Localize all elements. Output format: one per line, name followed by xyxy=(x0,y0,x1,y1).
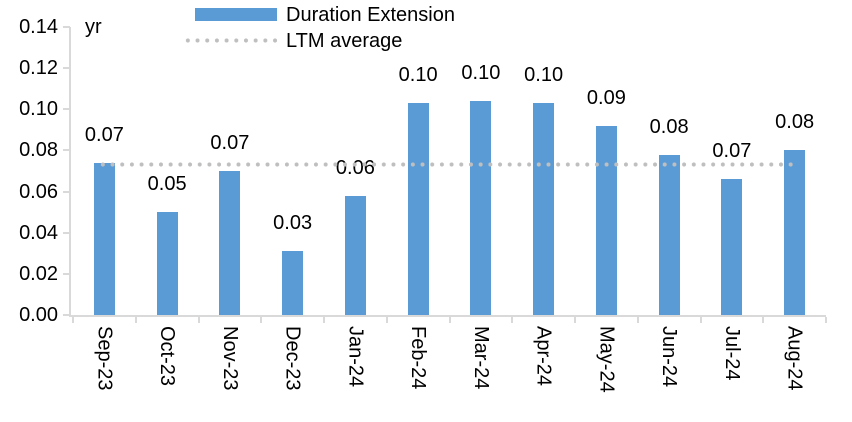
x-tick-mark xyxy=(448,317,451,323)
bar xyxy=(407,103,429,315)
x-category-label: Oct-23 xyxy=(156,326,179,387)
bar xyxy=(282,251,304,315)
y-tick-mark xyxy=(63,231,70,234)
bar-value-label: 0.08 xyxy=(775,111,815,134)
x-axis-line xyxy=(69,315,826,317)
x-tick-mark xyxy=(385,317,388,323)
bar xyxy=(219,171,241,315)
x-category-label: Aug-24 xyxy=(783,326,806,391)
y-tick-label: 0.00 xyxy=(19,304,58,326)
y-tick-mark xyxy=(63,314,70,316)
y-tick-mark xyxy=(63,108,70,111)
bar xyxy=(470,101,492,315)
ltm-average-line xyxy=(98,162,797,168)
x-tick-mark xyxy=(699,317,702,323)
bar xyxy=(93,162,115,315)
y-axis-unit-label: yr xyxy=(85,16,102,38)
y-tick-label: 0.12 xyxy=(19,57,58,80)
x-category-label: Feb-24 xyxy=(407,326,430,390)
x-category-label: Mar-24 xyxy=(469,326,492,390)
y-tick-label: 0.02 xyxy=(19,262,58,285)
bar-value-label: 0.09 xyxy=(586,86,626,109)
bar-value-label: 0.08 xyxy=(649,115,689,138)
x-tick-mark xyxy=(825,317,827,323)
bar xyxy=(784,150,806,315)
bar-value-label: 0.10 xyxy=(398,64,438,87)
y-tick-label: 0.08 xyxy=(19,139,58,162)
y-tick-label: 0.04 xyxy=(19,221,58,244)
x-category-label: Dec-23 xyxy=(281,326,304,391)
bar-value-label: 0.06 xyxy=(335,156,375,179)
bar xyxy=(721,179,743,315)
x-tick-mark xyxy=(260,317,263,323)
y-tick-label: 0.10 xyxy=(19,98,58,121)
legend-bar-swatch xyxy=(195,8,277,21)
legend-label-ltm-average: LTM average xyxy=(286,30,403,52)
x-category-label: Jul-24 xyxy=(720,326,743,381)
x-tick-mark xyxy=(134,317,137,323)
legend-label-duration-extension: Duration Extension xyxy=(286,4,455,26)
x-category-label: Jun-24 xyxy=(658,326,681,388)
x-category-label: Sep-23 xyxy=(93,326,116,391)
y-tick-mark xyxy=(63,190,70,193)
x-tick-mark xyxy=(197,317,200,323)
bar-value-label: 0.07 xyxy=(712,140,752,163)
bar xyxy=(344,195,366,315)
bar-value-label: 0.07 xyxy=(84,123,124,146)
bar-value-label: 0.05 xyxy=(147,173,187,196)
y-tick-mark xyxy=(63,149,70,152)
x-tick-mark xyxy=(636,317,639,323)
x-category-label: May-24 xyxy=(595,326,618,393)
bar xyxy=(595,125,617,315)
bar-value-label: 0.10 xyxy=(461,62,501,85)
y-tick-mark xyxy=(63,26,70,28)
bar-value-label: 0.10 xyxy=(524,64,564,87)
x-tick-mark xyxy=(511,317,514,323)
bar-value-label: 0.07 xyxy=(210,132,250,154)
y-axis-line xyxy=(69,27,71,317)
bar xyxy=(658,154,680,315)
y-tick-label: 0.14 xyxy=(19,16,58,38)
x-category-label: Apr-24 xyxy=(532,326,555,387)
y-tick-mark xyxy=(63,272,70,275)
legend-dotted-line-swatch xyxy=(183,38,278,43)
bar xyxy=(156,212,178,315)
bar xyxy=(533,103,555,315)
x-tick-mark xyxy=(762,317,765,323)
bar-value-label: 0.03 xyxy=(273,212,313,235)
y-tick-mark xyxy=(63,67,70,70)
y-tick-label: 0.06 xyxy=(19,180,58,203)
x-category-label: Jan-24 xyxy=(344,326,367,388)
x-tick-mark xyxy=(574,317,576,323)
x-category-label: Nov-23 xyxy=(218,326,241,391)
x-tick-mark xyxy=(323,317,325,323)
x-tick-mark xyxy=(72,317,74,323)
